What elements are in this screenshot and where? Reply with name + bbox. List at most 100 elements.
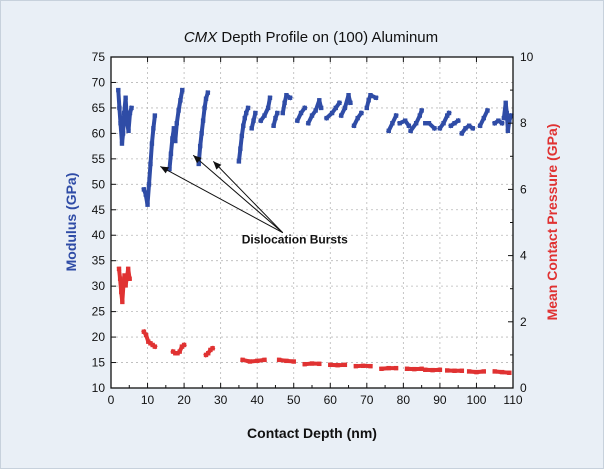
modulus-point <box>374 96 378 100</box>
x-tick-label: 20 <box>177 393 191 407</box>
pressure-point <box>361 364 365 368</box>
modulus-point <box>359 111 363 115</box>
y-right-tick-label: 4 <box>520 249 527 263</box>
y-left-tick-label: 30 <box>92 279 106 293</box>
plot-area <box>111 57 513 388</box>
modulus-point <box>123 96 127 100</box>
modulus-point <box>330 111 334 115</box>
modulus-point <box>460 131 464 135</box>
x-tick-label: 70 <box>360 393 374 407</box>
modulus-point <box>238 146 242 150</box>
pressure-point <box>368 364 372 368</box>
y-left-tick-label: 60 <box>92 126 106 140</box>
x-tick-label: 110 <box>503 393 522 407</box>
pressure-point <box>354 364 358 368</box>
y-left-tick-label: 55 <box>92 152 106 166</box>
modulus-point <box>366 98 370 102</box>
chart-title: CMX Depth Profile on (100) Aluminum <box>184 29 438 46</box>
pressure-point <box>118 277 122 281</box>
x-tick-label: 40 <box>251 393 265 407</box>
modulus-point <box>432 126 436 130</box>
modulus-point <box>201 118 205 122</box>
y-right-tick-label: 10 <box>520 50 534 64</box>
pressure-point <box>153 344 157 348</box>
x-tick-label: 90 <box>433 393 447 407</box>
x-tick-label: 60 <box>324 393 338 407</box>
modulus-point <box>352 124 356 128</box>
pressure-point <box>452 369 456 373</box>
modulus-point <box>150 141 154 145</box>
y-left-tick-label: 40 <box>92 228 106 242</box>
pressure-point <box>317 362 321 366</box>
modulus-point <box>176 108 180 112</box>
pressure-segment <box>243 360 265 362</box>
modulus-point <box>147 182 151 186</box>
modulus-point <box>346 93 350 97</box>
modulus-point <box>500 121 504 125</box>
modulus-point <box>244 111 248 115</box>
modulus-point <box>175 121 179 125</box>
modulus-point <box>407 124 411 128</box>
annotation-label: Dislocation Bursts <box>242 233 348 247</box>
pressure-point <box>248 359 252 363</box>
y-left-tick-label: 10 <box>92 381 106 395</box>
pressure-point <box>328 363 332 367</box>
modulus-point <box>343 106 347 110</box>
modulus-point <box>310 113 314 117</box>
x-tick-label: 50 <box>287 393 301 407</box>
pressure-point <box>500 370 504 374</box>
pressure-point <box>302 362 306 366</box>
modulus-point <box>324 116 328 120</box>
modulus-point <box>456 118 460 122</box>
pressure-point <box>405 367 409 371</box>
modulus-point <box>390 121 394 125</box>
modulus-point <box>271 124 275 128</box>
modulus-point <box>246 106 250 110</box>
modulus-point <box>241 124 245 128</box>
modulus-point <box>414 121 418 125</box>
pressure-point <box>394 366 398 370</box>
modulus-point <box>262 113 266 117</box>
modulus-point <box>317 98 321 102</box>
modulus-point <box>441 121 445 125</box>
pressure-point <box>482 369 486 373</box>
pressure-point <box>343 363 347 367</box>
y-left-tick-label: 15 <box>92 356 106 370</box>
pressure-point <box>474 370 478 374</box>
modulus-point <box>319 106 323 110</box>
modulus-point <box>505 111 509 115</box>
modulus-point <box>145 202 149 206</box>
modulus-point <box>237 159 241 163</box>
modulus-point <box>172 126 176 130</box>
modulus-point <box>151 126 155 130</box>
pressure-point <box>493 369 497 373</box>
modulus-point <box>503 101 507 105</box>
modulus-point <box>438 126 442 130</box>
modulus-point <box>259 118 263 122</box>
y-left-tick-label: 20 <box>92 330 106 344</box>
y-right-tick-label: 0 <box>520 381 527 395</box>
modulus-point <box>485 108 489 112</box>
y-right-axis-title: Mean Contact Pressure (GPa) <box>544 124 560 321</box>
y-right-tick-label: 6 <box>520 182 527 196</box>
modulus-point <box>306 121 310 125</box>
x-tick-label: 10 <box>141 393 155 407</box>
modulus-point <box>299 111 303 115</box>
modulus-point <box>419 108 423 112</box>
y-right-tick-label: 2 <box>520 315 527 329</box>
modulus-point <box>169 152 173 156</box>
modulus-point <box>243 116 247 120</box>
modulus-point <box>478 124 482 128</box>
x-tick-label: 80 <box>397 393 411 407</box>
modulus-point <box>288 96 292 100</box>
modulus-point <box>482 116 486 120</box>
modulus-point <box>507 118 511 122</box>
pressure-point <box>379 367 383 371</box>
modulus-point <box>121 131 125 135</box>
modulus-point <box>250 126 254 130</box>
modulus-point <box>144 192 148 196</box>
modulus-point <box>302 106 306 110</box>
modulus-point <box>116 88 120 92</box>
chart-title-italic: CMX <box>184 29 218 46</box>
